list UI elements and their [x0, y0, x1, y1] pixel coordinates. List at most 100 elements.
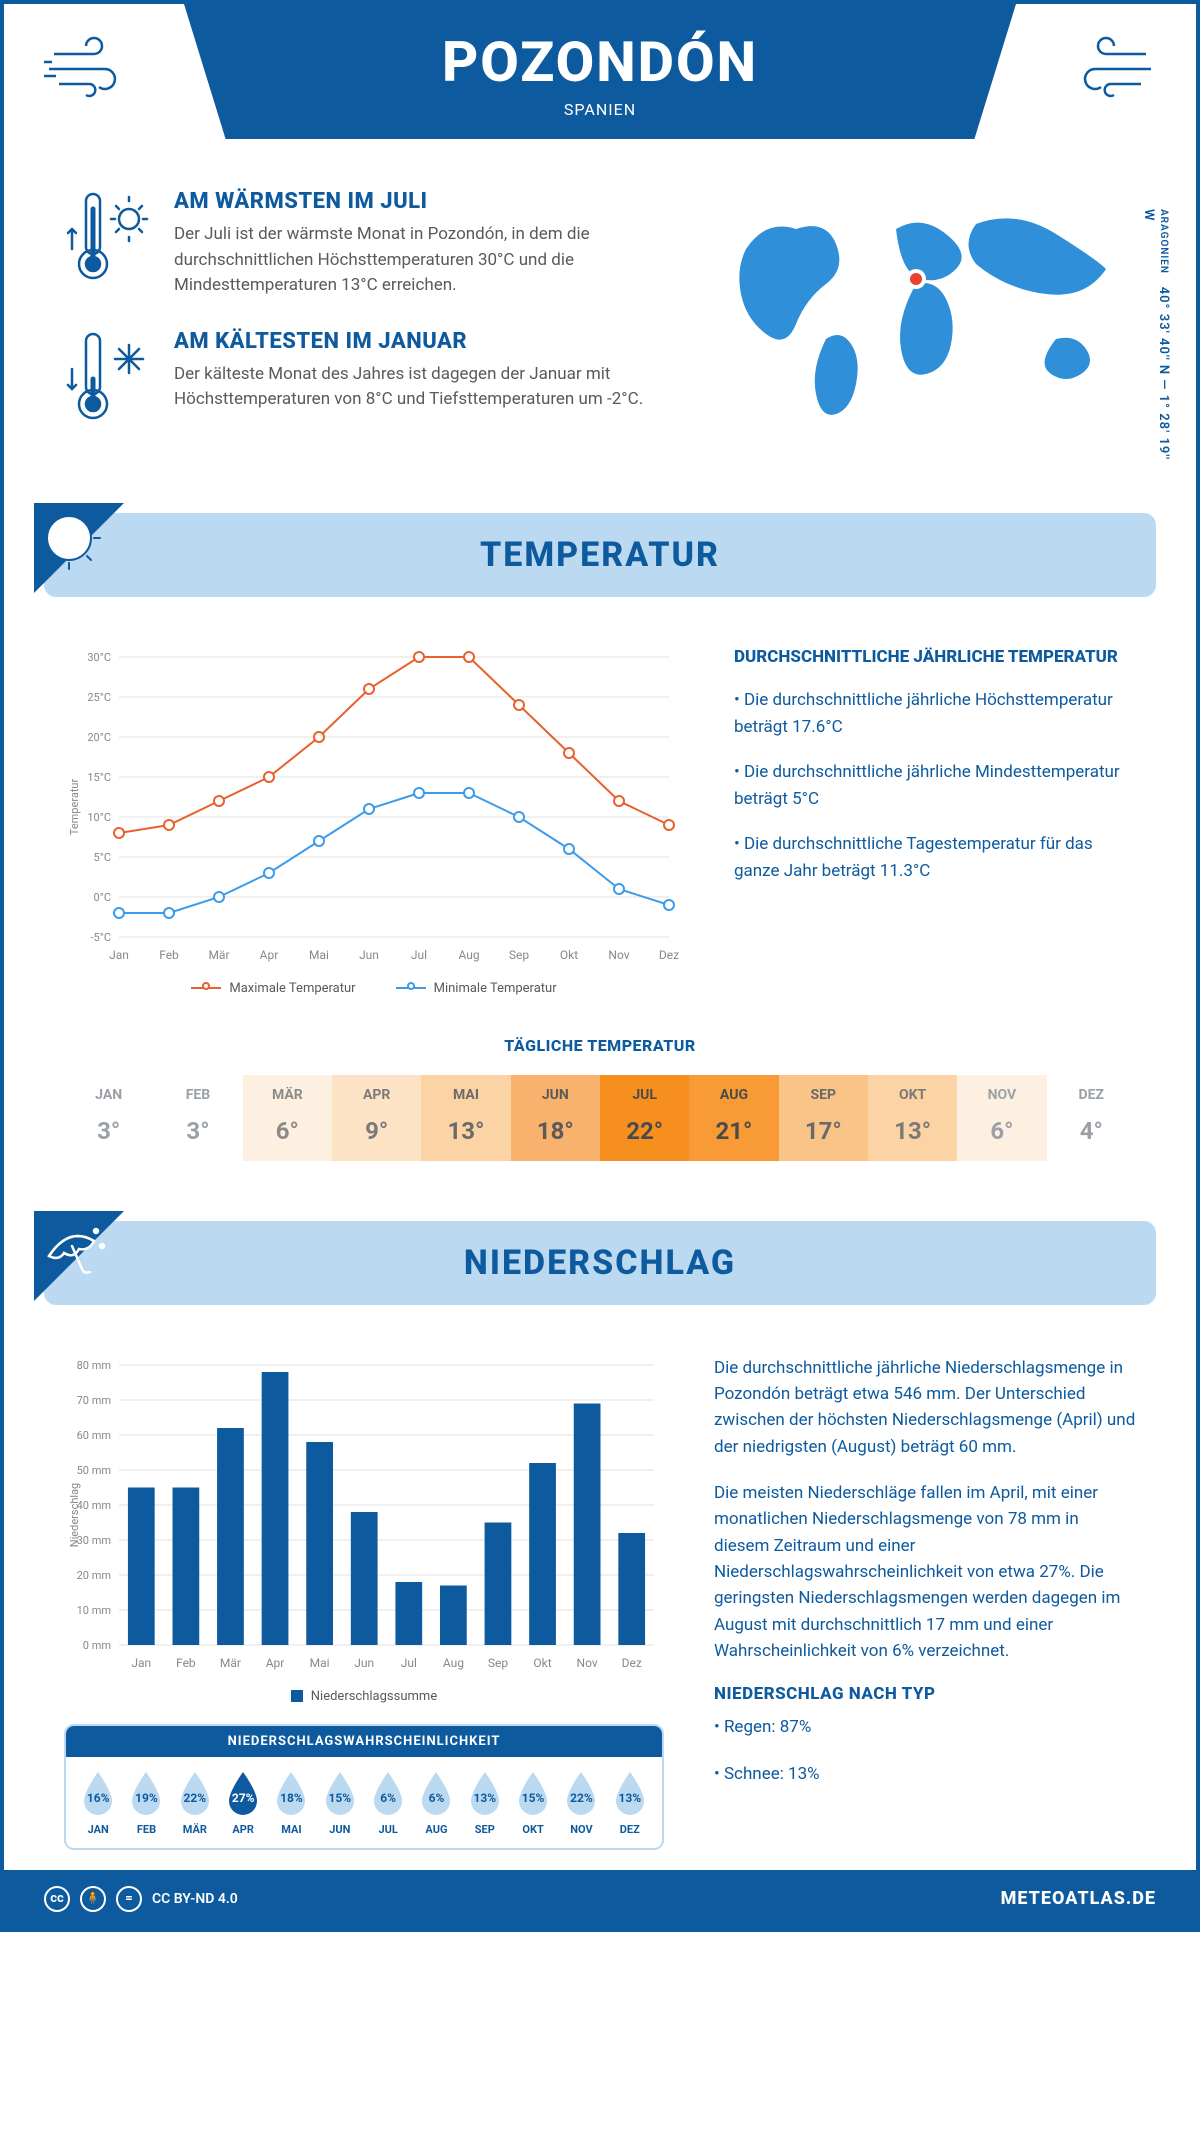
- header-band: POZONDÓN SPANIEN: [184, 4, 1016, 139]
- prob-cell: 16% JAN: [74, 1769, 122, 1836]
- svg-text:60 mm: 60 mm: [77, 1429, 111, 1442]
- svg-text:Dez: Dez: [622, 1656, 642, 1670]
- intro-section: AM WÄRMSTEN IM JULI Der Juli ist der wär…: [4, 139, 1196, 493]
- svg-text:Sep: Sep: [488, 1656, 508, 1670]
- svg-text:Jan: Jan: [131, 1656, 151, 1670]
- wind-icon: [1046, 34, 1156, 108]
- precip-section-header: NIEDERSCHLAG: [44, 1221, 1156, 1305]
- svg-text:10 mm: 10 mm: [77, 1604, 111, 1617]
- prob-cell: 27% APR: [219, 1769, 267, 1836]
- daily-temp-cell: AUG21°: [689, 1075, 778, 1161]
- svg-text:25°C: 25°C: [87, 691, 111, 704]
- prob-cell: 6% AUG: [412, 1769, 460, 1836]
- svg-text:Mär: Mär: [208, 948, 229, 962]
- temp-avg-text: DURCHSCHNITTLICHE JÄHRLICHE TEMPERATUR •…: [734, 647, 1136, 996]
- world-map: ARAGONIEN 40° 33' 40'' N — 1° 28' 19'' W: [716, 189, 1136, 463]
- temp-legend: Maximale Temperatur Minimale Temperatur: [64, 981, 684, 996]
- daily-temp-cell: OKT13°: [868, 1075, 957, 1161]
- svg-text:Feb: Feb: [176, 1656, 196, 1670]
- precip-bar-chart: 0 mm10 mm20 mm30 mm40 mm50 mm60 mm70 mm8…: [64, 1355, 664, 1704]
- prob-cell: 22% MÄR: [171, 1769, 219, 1836]
- svg-text:Okt: Okt: [560, 948, 578, 962]
- temp-line-chart: -5°C0°C5°C10°C15°C20°C25°C30°CJanFebMärA…: [64, 647, 684, 996]
- license-text: CC BY-ND 4.0: [152, 1891, 238, 1907]
- svg-text:0 mm: 0 mm: [83, 1639, 111, 1652]
- coordinates: ARAGONIEN 40° 33' 40'' N — 1° 28' 19'' W: [1141, 209, 1171, 463]
- svg-text:70 mm: 70 mm: [77, 1394, 111, 1407]
- svg-text:Sep: Sep: [509, 948, 529, 962]
- coldest-text: Der kälteste Monat des Jahres ist dagege…: [174, 362, 676, 413]
- daily-temp-cell: JUL22°: [600, 1075, 689, 1161]
- site-name: METEOATLAS.DE: [1001, 1888, 1156, 1909]
- svg-text:Apr: Apr: [260, 948, 279, 962]
- svg-text:10°C: 10°C: [87, 811, 111, 824]
- svg-text:Jun: Jun: [354, 1656, 374, 1670]
- svg-text:Temperatur: Temperatur: [68, 778, 81, 835]
- svg-text:Mai: Mai: [309, 948, 329, 962]
- thermometer-sun-icon: [64, 189, 154, 299]
- temp-section-header: TEMPERATUR: [44, 513, 1156, 597]
- temp-title: TEMPERATUR: [64, 535, 1136, 575]
- daily-temp-cell: FEB3°: [153, 1075, 242, 1161]
- svg-text:Aug: Aug: [458, 948, 479, 962]
- coldest-block: AM KÄLTESTEN IM JANUAR Der kälteste Mona…: [64, 329, 676, 433]
- daily-temp-cell: DEZ4°: [1047, 1075, 1136, 1161]
- place-name: POZONDÓN: [204, 29, 996, 95]
- by-icon: 🧍: [80, 1886, 106, 1912]
- daily-temp-cell: APR9°: [332, 1075, 421, 1161]
- prob-cell: 19% FEB: [122, 1769, 170, 1836]
- footer: cc 🧍 = CC BY-ND 4.0 METEOATLAS.DE: [4, 1870, 1196, 1928]
- country-name: SPANIEN: [204, 100, 996, 119]
- precip-title: NIEDERSCHLAG: [64, 1243, 1136, 1283]
- daily-temp-cell: SEP17°: [779, 1075, 868, 1161]
- svg-text:0°C: 0°C: [94, 891, 111, 904]
- svg-text:30°C: 30°C: [87, 651, 111, 664]
- warmest-title: AM WÄRMSTEN IM JULI: [174, 189, 676, 214]
- svg-text:Dez: Dez: [659, 948, 679, 962]
- nd-icon: =: [116, 1886, 142, 1912]
- prob-cell: 13% DEZ: [606, 1769, 654, 1836]
- daily-temp-title: TÄGLICHE TEMPERATUR: [64, 1036, 1136, 1055]
- svg-text:Okt: Okt: [533, 1656, 551, 1670]
- thermometer-snow-icon: [64, 329, 154, 433]
- page: POZONDÓN SPANIEN AM WÄRMSTEN IM JULI Der…: [0, 0, 1200, 1932]
- svg-text:-5°C: -5°C: [91, 931, 112, 944]
- svg-text:Jul: Jul: [411, 948, 427, 962]
- svg-text:Jan: Jan: [109, 948, 129, 962]
- svg-text:Mär: Mär: [220, 1656, 241, 1670]
- svg-text:20°C: 20°C: [87, 731, 111, 744]
- prob-cell: 13% SEP: [461, 1769, 509, 1836]
- svg-text:Jul: Jul: [401, 1656, 417, 1670]
- warmest-text: Der Juli ist der wärmste Monat in Pozond…: [174, 222, 676, 299]
- svg-text:40 mm: 40 mm: [77, 1499, 111, 1512]
- daily-temp-cell: JUN18°: [511, 1075, 600, 1161]
- umbrella-icon: [34, 1211, 114, 1291]
- daily-temp-cell: NOV6°: [957, 1075, 1046, 1161]
- prob-cell: 15% JUN: [316, 1769, 364, 1836]
- svg-text:Apr: Apr: [266, 1656, 285, 1670]
- svg-text:80 mm: 80 mm: [77, 1359, 111, 1372]
- svg-text:20 mm: 20 mm: [77, 1569, 111, 1582]
- sun-icon: [34, 503, 114, 583]
- svg-text:15°C: 15°C: [87, 771, 111, 784]
- daily-temp-cell: MÄR6°: [243, 1075, 332, 1161]
- coldest-title: AM KÄLTESTEN IM JANUAR: [174, 329, 676, 354]
- svg-text:Mai: Mai: [310, 1656, 330, 1670]
- svg-text:Niederschlag: Niederschlag: [68, 1482, 81, 1546]
- prob-cell: 22% NOV: [557, 1769, 605, 1836]
- svg-text:Aug: Aug: [443, 1656, 464, 1670]
- precip-text: Die durchschnittliche jährliche Niedersc…: [714, 1355, 1136, 1850]
- prob-cell: 6% JUL: [364, 1769, 412, 1836]
- prob-cell: 15% OKT: [509, 1769, 557, 1836]
- svg-text:Nov: Nov: [608, 948, 629, 962]
- svg-text:5°C: 5°C: [94, 851, 111, 864]
- wind-icon: [44, 34, 154, 108]
- svg-text:Nov: Nov: [577, 1656, 598, 1670]
- cc-icon: cc: [44, 1886, 70, 1912]
- daily-temp-cell: MAI13°: [421, 1075, 510, 1161]
- svg-text:Jun: Jun: [359, 948, 379, 962]
- precip-legend: Niederschlagssumme: [64, 1689, 664, 1704]
- daily-temp-table: JAN3°FEB3°MÄR6°APR9°MAI13°JUN18°JUL22°AU…: [64, 1075, 1136, 1161]
- precip-probability: NIEDERSCHLAGSWAHRSCHEINLICHKEIT 16% JAN …: [64, 1724, 664, 1850]
- svg-text:30 mm: 30 mm: [77, 1534, 111, 1547]
